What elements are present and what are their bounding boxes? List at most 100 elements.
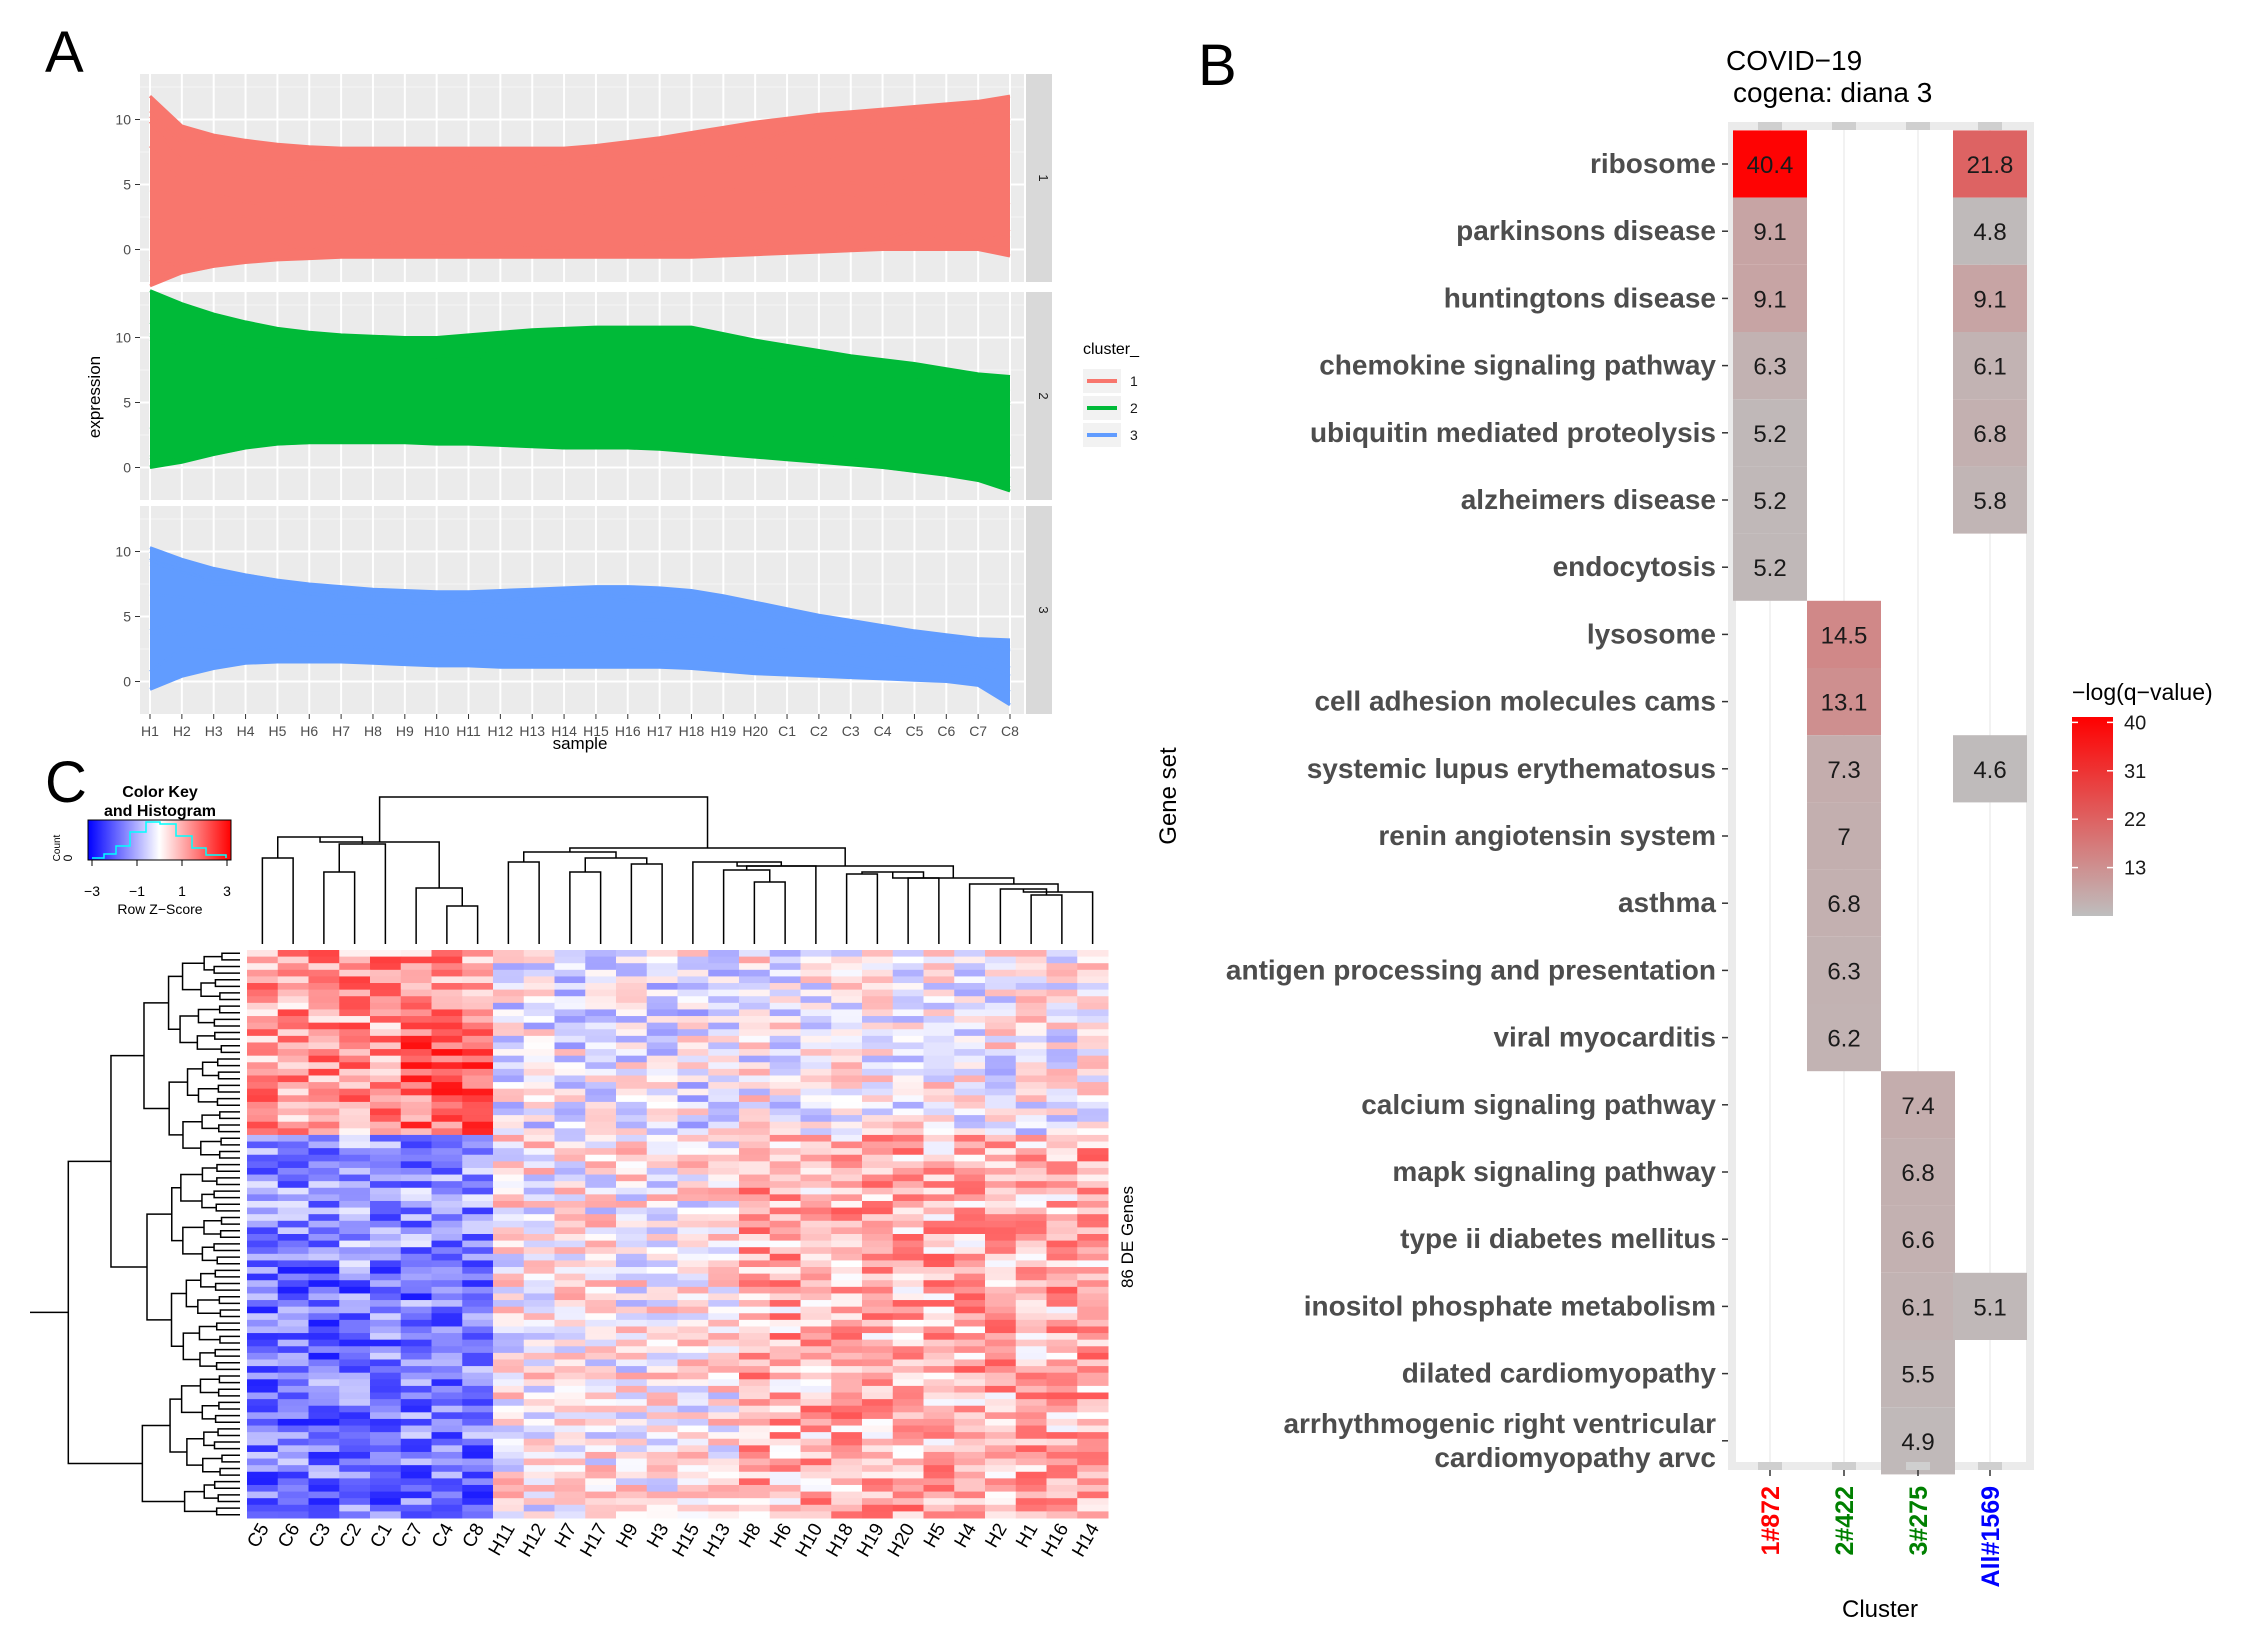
- c-heatmap-cell: [493, 1511, 525, 1519]
- c-heatmap-cell: [400, 1372, 432, 1380]
- c-heatmap-cell: [247, 1200, 279, 1209]
- c-heatmap-cell: [308, 1478, 340, 1486]
- c-heatmap-cell: [523, 1306, 555, 1314]
- c-heatmap-cell: [892, 1068, 924, 1076]
- c-heatmap-cell: [308, 1220, 340, 1228]
- c-heatmap-cell: [1015, 1055, 1047, 1063]
- c-heatmap-cell: [862, 1022, 894, 1030]
- c-heatmap-cell: [862, 1200, 894, 1209]
- c-heatmap-cell: [1015, 1260, 1047, 1268]
- c-heatmap-cell: [523, 1134, 555, 1143]
- c-row-dendrogram-link: [169, 1398, 187, 1453]
- c-heatmap-cell: [400, 1035, 432, 1043]
- c-heatmap-cell: [277, 983, 309, 991]
- c-heatmap-cell: [954, 1385, 986, 1394]
- c-heatmap-cell: [1046, 1425, 1078, 1433]
- c-heatmap-cell: [708, 1227, 740, 1235]
- c-heatmap-cell: [923, 1484, 955, 1493]
- b-legend-tick-label: 22: [2124, 809, 2146, 831]
- c-heatmap-cell: [892, 976, 924, 984]
- a-x-tick-label: C2: [810, 723, 828, 739]
- c-heatmap-cell: [800, 1280, 832, 1288]
- c-heatmap-cell: [646, 1148, 678, 1156]
- c-heatmap-cell: [677, 1247, 709, 1255]
- c-heatmap-cell: [708, 1267, 740, 1275]
- c-heatmap-cell: [400, 1438, 432, 1446]
- c-heatmap-cell: [646, 1260, 678, 1268]
- c-heatmap-cell: [831, 1392, 863, 1400]
- c-heatmap-cell: [277, 1187, 309, 1195]
- c-heatmap-cell: [523, 1484, 555, 1493]
- c-heatmap-cell: [493, 1267, 525, 1275]
- c-heatmap-cell: [585, 1187, 617, 1195]
- c-heatmap-cell: [431, 1372, 463, 1380]
- c-heatmap-cell: [277, 1154, 309, 1162]
- a-legend-entry: 2: [1130, 400, 1138, 416]
- c-heatmap-cell: [554, 1022, 586, 1030]
- b-bottom-tick-mark: [1832, 1462, 1856, 1470]
- c-heatmap-cell: [493, 1451, 525, 1460]
- c-heatmap-cell: [1015, 1352, 1047, 1360]
- c-heatmap-cell: [769, 1247, 801, 1255]
- c-heatmap-cell: [247, 1035, 279, 1043]
- c-heatmap-cell: [769, 1293, 801, 1301]
- c-heatmap-cell: [493, 1088, 525, 1096]
- a-y-axis-label: expression: [85, 356, 104, 438]
- c-heatmap-cell: [554, 963, 586, 971]
- c-heatmap-cell: [769, 1504, 801, 1512]
- c-heatmap-cell: [1077, 1075, 1109, 1083]
- c-heatmap-cell: [277, 1379, 309, 1387]
- c-heatmap-cell: [370, 1088, 402, 1096]
- c-heatmap-cell: [554, 1511, 586, 1519]
- c-heatmap-cell: [277, 1042, 309, 1050]
- c-row-dendrogram-link: [167, 975, 183, 1031]
- c-heatmap-cell: [585, 1333, 617, 1341]
- c-heatmap-cell: [585, 1161, 617, 1169]
- c-row-dendrogram-link: [214, 1348, 240, 1357]
- c-heatmap-cell: [800, 1260, 832, 1268]
- c-heatmap-cell: [585, 969, 617, 977]
- c-heatmap-cell: [493, 969, 525, 977]
- b-legend-colorbar: [2072, 717, 2113, 916]
- c-heatmap-cell: [523, 1333, 555, 1341]
- c-heatmap-cell: [554, 1049, 586, 1057]
- c-heatmap-cell: [1046, 1399, 1078, 1407]
- c-heatmap-cell: [831, 1101, 863, 1110]
- c-heatmap-cell: [954, 1128, 986, 1136]
- c-heatmap-cell: [954, 1247, 986, 1255]
- b-cell-value: 5.5: [1901, 1362, 1934, 1389]
- c-heatmap-cell: [462, 1352, 494, 1360]
- c-heatmap-cell: [462, 1313, 494, 1321]
- c-heatmap-cell: [616, 1187, 648, 1195]
- c-heatmap-cell: [585, 1504, 617, 1512]
- c-heatmap-cell: [493, 1478, 525, 1486]
- c-row-dendrogram-link: [182, 1332, 200, 1361]
- c-heatmap-cell: [1015, 1167, 1047, 1176]
- c-heatmap-cell: [862, 1029, 894, 1037]
- c-heatmap-cell: [308, 1438, 340, 1446]
- c-heatmap-cell: [739, 1438, 771, 1446]
- c-heatmap-cell: [800, 976, 832, 984]
- c-heatmap-cell: [277, 1267, 309, 1275]
- c-heatmap-cell: [954, 1029, 986, 1037]
- c-heatmap-cell: [277, 1068, 309, 1076]
- c-heatmap-cell: [554, 1451, 586, 1460]
- c-heatmap-cell: [585, 1392, 617, 1400]
- c-heatmap-cell: [493, 1273, 525, 1281]
- c-heatmap-cell: [1015, 1306, 1047, 1314]
- c-heatmap-cell: [585, 1484, 617, 1493]
- c-heatmap-cell: [800, 1432, 832, 1440]
- c-heatmap-cell: [462, 1511, 494, 1519]
- c-heatmap-cell: [800, 1333, 832, 1341]
- b-cell: [1953, 197, 2027, 265]
- c-heatmap-cell: [400, 1075, 432, 1083]
- c-heatmap-cell: [462, 1035, 494, 1043]
- c-heatmap-cell: [800, 1313, 832, 1321]
- b-cell-value: 5.1: [1973, 1294, 2006, 1321]
- c-heatmap-cell: [247, 1049, 279, 1057]
- c-heatmap-cell: [800, 1167, 832, 1176]
- c-heatmap-cell: [862, 1016, 894, 1024]
- c-heatmap-cell: [646, 1002, 678, 1010]
- c-heatmap-cell: [892, 1029, 924, 1037]
- c-heatmap-cell: [923, 1082, 955, 1090]
